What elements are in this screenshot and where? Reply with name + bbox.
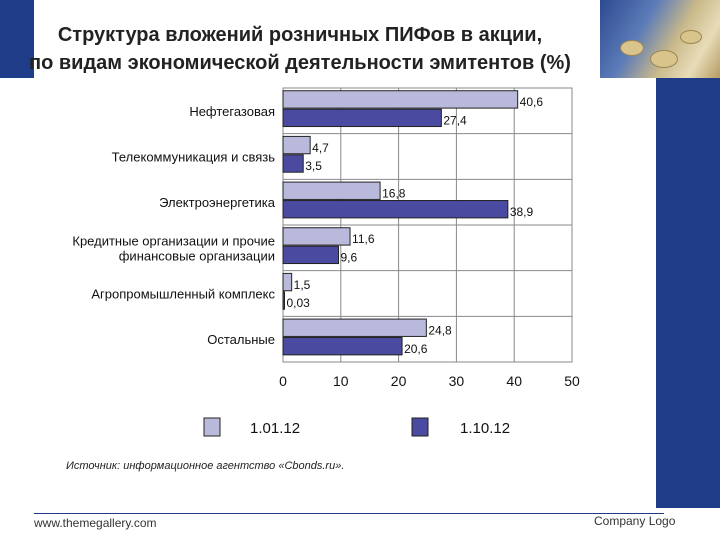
legend-label: 1.10.12 — [460, 420, 510, 437]
bar-series2 — [282, 291, 285, 310]
coin-decoration — [680, 30, 702, 44]
bar-series1 — [282, 227, 351, 246]
footer-website[interactable]: www.themegallery.com — [34, 516, 157, 530]
header-decoration-image — [600, 0, 720, 78]
bar-series2 — [282, 108, 442, 128]
data-label: 24,8 — [428, 323, 452, 337]
left-header-strip — [0, 0, 34, 78]
data-label: 11,6 — [352, 232, 375, 246]
coin-decoration — [650, 50, 678, 68]
chart-title: Структура вложений розничных ПИФов в акц… — [57, 24, 543, 46]
right-side-panel — [656, 78, 720, 508]
x-tick-label: 20 — [391, 373, 407, 389]
bar-series2 — [282, 337, 403, 356]
bar-series1 — [282, 318, 427, 337]
x-tick-label: 10 — [333, 373, 349, 389]
category-label: финансовые организации — [119, 248, 275, 263]
data-label: 9,6 — [340, 251, 357, 265]
data-label: 1,5 — [294, 278, 311, 292]
bar-series1 — [282, 181, 381, 200]
x-tick-label: 40 — [506, 373, 522, 389]
legend-swatch-series2 — [411, 417, 429, 437]
data-label: 27,4 — [443, 114, 467, 128]
data-label: 4,7 — [312, 141, 329, 155]
bar-series2 — [282, 245, 339, 265]
bar-series1 — [282, 135, 311, 155]
data-label: 3,5 — [305, 159, 322, 173]
category-label: Нефтегазовая — [189, 104, 275, 119]
x-tick-label: 50 — [564, 373, 580, 389]
data-label: 20,6 — [404, 342, 428, 356]
data-label: 40,6 — [520, 95, 544, 109]
category-label: Кредитные организации и прочие — [72, 233, 275, 248]
coin-decoration — [620, 40, 644, 56]
legend-swatch-series1 — [203, 417, 221, 437]
bar-series2 — [282, 154, 304, 173]
data-label: 38,9 — [510, 205, 534, 219]
bar-series1 — [282, 272, 293, 292]
chart-subtitle: по видам экономической деятельности эмит… — [29, 52, 571, 74]
legend-label: 1.01.12 — [250, 420, 300, 437]
category-label: Телекоммуникация и связь — [112, 150, 276, 165]
footer-divider — [34, 513, 664, 514]
bar-series1 — [282, 90, 519, 109]
bar-series2 — [282, 200, 509, 219]
category-label: Электроэнергетика — [159, 195, 276, 210]
data-label: 0,03 — [287, 296, 311, 310]
data-label: 16,8 — [382, 186, 406, 200]
category-label: Остальные — [207, 332, 275, 347]
category-label: Агропромышленный комплекс — [91, 287, 275, 302]
company-logo-text: Company Logo — [594, 514, 676, 528]
source-note: Источник: информационное агентство «Cbon… — [66, 460, 345, 472]
x-tick-label: 30 — [449, 373, 465, 389]
x-tick-label: 0 — [279, 373, 287, 389]
